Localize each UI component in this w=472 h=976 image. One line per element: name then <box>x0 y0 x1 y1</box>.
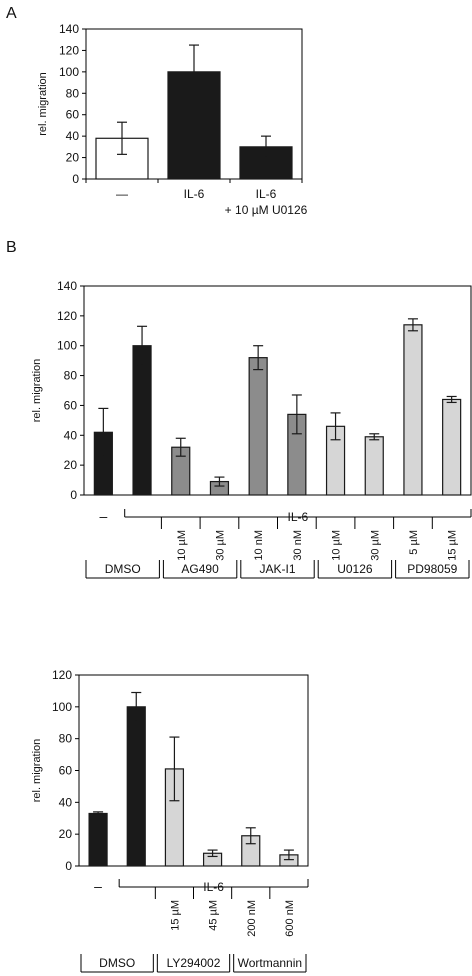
bar <box>95 137 149 180</box>
group-label: U0126 <box>337 562 373 576</box>
y-axis-label: rel. migration <box>31 739 43 803</box>
plot-frame <box>78 674 309 867</box>
y-tick-label: 0 <box>70 488 77 502</box>
panel-label-a: A <box>6 5 17 22</box>
plot-frame <box>83 285 472 496</box>
chart-b: 0 20 40 60 80 100 120 140 rel. migration – IL-6 10 … <box>31 279 472 579</box>
x-category-label: IL-6 <box>256 187 277 201</box>
il6-bracket-label: IL-6 <box>203 880 224 894</box>
y-tick-label: 120 <box>59 43 79 57</box>
bar <box>132 345 152 496</box>
concentration-label: 10 nM <box>253 530 265 561</box>
y-tick-label: 20 <box>64 458 78 472</box>
x-dash-label: – <box>99 508 107 524</box>
x-category-label: — <box>116 187 128 201</box>
concentration-label: 15 µM <box>169 900 181 931</box>
y-axis-label: rel. migration <box>37 72 49 136</box>
chart-a: 0 20 40 60 80 100 120 140 rel. migration — IL-6 IL-… <box>37 22 308 217</box>
chart-c: 0 20 40 60 80 100 120 rel. migration – IL-6 15 µM 4… <box>31 668 309 973</box>
bar <box>126 706 146 867</box>
group-label: AG490 <box>181 562 219 576</box>
y-tick-label: 100 <box>59 65 79 79</box>
y-tick-label: 80 <box>64 369 78 383</box>
y-tick-label: 40 <box>66 129 80 143</box>
panel-label-b: B <box>6 239 17 256</box>
group-label: LY294002 <box>167 956 221 970</box>
concentration-label: 30 µM <box>369 530 381 561</box>
bar <box>248 357 268 496</box>
x-category-label: + 10 µM U0126 <box>225 203 308 217</box>
y-tick-label: 20 <box>59 827 73 841</box>
y-tick-label: 0 <box>72 172 79 186</box>
concentration-label: 200 nM <box>246 900 258 937</box>
y-tick-label: 60 <box>64 398 78 412</box>
bar <box>403 324 423 496</box>
il6-bracket-label: IL-6 <box>288 510 309 524</box>
concentration-label: 600 nM <box>284 900 296 937</box>
group-label: DMSO <box>99 956 135 970</box>
y-tick-label: 80 <box>66 86 80 100</box>
bar <box>88 812 108 867</box>
group-label: PD98059 <box>407 562 457 576</box>
x-category-label: IL-6 <box>184 187 205 201</box>
concentration-label: 5 µM <box>408 530 420 555</box>
bar <box>442 398 462 496</box>
y-tick-label: 40 <box>59 795 73 809</box>
concentration-label: 10 µM <box>331 530 343 561</box>
y-tick-label: 60 <box>59 764 73 778</box>
y-tick-label: 140 <box>59 22 79 36</box>
y-tick-label: 140 <box>57 279 77 293</box>
concentration-label: 30 µM <box>214 530 226 561</box>
y-tick-label: 80 <box>59 732 73 746</box>
y-tick-label: 40 <box>64 428 78 442</box>
y-tick-label: 60 <box>66 108 80 122</box>
y-tick-label: 0 <box>65 859 72 873</box>
group-label: JAK-I1 <box>259 562 295 576</box>
y-tick-label: 100 <box>57 339 77 353</box>
y-axis-label: rel. migration <box>31 359 43 423</box>
y-tick-label: 120 <box>52 668 72 682</box>
concentration-label: 10 µM <box>176 530 188 561</box>
y-tick-label: 100 <box>52 700 72 714</box>
x-dash-label: – <box>94 878 102 894</box>
y-tick-label: 20 <box>66 151 80 165</box>
group-label: DMSO <box>105 562 141 576</box>
concentration-label: 30 nM <box>292 530 304 561</box>
bar <box>364 436 384 496</box>
group-label: Wortmannin <box>238 956 302 970</box>
concentration-label: 15 µM <box>447 530 459 561</box>
y-tick-label: 120 <box>57 309 77 323</box>
concentration-label: 45 µM <box>208 900 220 931</box>
